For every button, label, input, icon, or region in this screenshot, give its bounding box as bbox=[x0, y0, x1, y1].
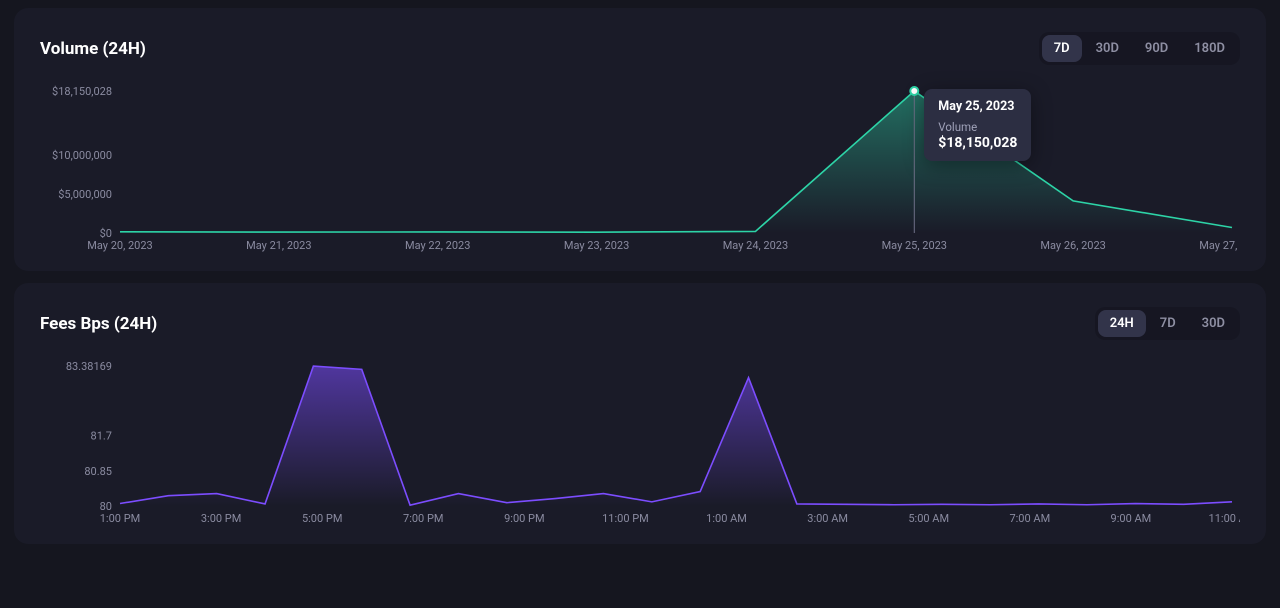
fees-panel: Fees Bps (24H) 24H7D30D 8080.8581.783.38… bbox=[14, 283, 1266, 544]
svg-text:3:00 PM: 3:00 PM bbox=[201, 512, 241, 525]
svg-text:83.38169: 83.38169 bbox=[66, 360, 112, 373]
svg-text:May 24, 2023: May 24, 2023 bbox=[723, 239, 788, 252]
volume-chart-wrap: $0$5,000,000$10,000,000$18,150,028May 20… bbox=[40, 83, 1240, 253]
svg-text:7:00 AM: 7:00 AM bbox=[1009, 512, 1050, 525]
range-7d[interactable]: 7D bbox=[1148, 310, 1188, 337]
fees-range-selector: 24H7D30D bbox=[1095, 307, 1240, 340]
range-24h[interactable]: 24H bbox=[1098, 310, 1146, 337]
svg-text:May 22, 2023: May 22, 2023 bbox=[405, 239, 470, 252]
svg-text:May 25, 2023: May 25, 2023 bbox=[882, 239, 947, 252]
svg-text:11:00 AM: 11:00 AM bbox=[1209, 512, 1240, 525]
svg-text:81.7: 81.7 bbox=[91, 430, 112, 443]
svg-text:5:00 PM: 5:00 PM bbox=[302, 512, 342, 525]
svg-text:$10,000,000: $10,000,000 bbox=[52, 149, 112, 162]
range-30d[interactable]: 30D bbox=[1084, 35, 1131, 62]
fees-chart-svg: 8080.8581.783.381691:00 PM3:00 PM5:00 PM… bbox=[40, 358, 1240, 526]
volume-panel: Volume (24H) 7D30D90D180D $0$5,000,000$1… bbox=[14, 8, 1266, 271]
svg-text:May 20, 2023: May 20, 2023 bbox=[87, 239, 152, 252]
range-180d[interactable]: 180D bbox=[1182, 35, 1237, 62]
svg-text:5:00 AM: 5:00 AM bbox=[908, 512, 949, 525]
range-7d[interactable]: 7D bbox=[1042, 35, 1082, 62]
volume-range-selector: 7D30D90D180D bbox=[1039, 32, 1240, 65]
fees-title: Fees Bps (24H) bbox=[40, 314, 157, 334]
svg-text:$5,000,000: $5,000,000 bbox=[58, 188, 112, 201]
range-30d[interactable]: 30D bbox=[1190, 310, 1237, 337]
fees-header: Fees Bps (24H) 24H7D30D bbox=[40, 307, 1240, 340]
fees-chart-wrap: 8080.8581.783.381691:00 PM3:00 PM5:00 PM… bbox=[40, 358, 1240, 526]
svg-text:9:00 AM: 9:00 AM bbox=[1111, 512, 1152, 525]
svg-text:9:00 PM: 9:00 PM bbox=[504, 512, 544, 525]
svg-text:May 21, 2023: May 21, 2023 bbox=[246, 239, 311, 252]
svg-text:1:00 PM: 1:00 PM bbox=[100, 512, 140, 525]
volume-header: Volume (24H) 7D30D90D180D bbox=[40, 32, 1240, 65]
svg-text:3:00 AM: 3:00 AM bbox=[807, 512, 848, 525]
svg-text:7:00 PM: 7:00 PM bbox=[403, 512, 443, 525]
volume-chart-svg: $0$5,000,000$10,000,000$18,150,028May 20… bbox=[40, 83, 1240, 253]
svg-text:1:00 AM: 1:00 AM bbox=[706, 512, 747, 525]
svg-text:$18,150,028: $18,150,028 bbox=[52, 85, 112, 98]
svg-text:May 23, 2023: May 23, 2023 bbox=[564, 239, 629, 252]
svg-text:80.85: 80.85 bbox=[84, 465, 112, 478]
volume-title: Volume (24H) bbox=[40, 39, 146, 59]
svg-text:11:00 PM: 11:00 PM bbox=[602, 512, 649, 525]
svg-text:May 26, 2023: May 26, 2023 bbox=[1040, 239, 1105, 252]
svg-text:May 27, 2023: May 27, 2023 bbox=[1199, 239, 1240, 252]
range-90d[interactable]: 90D bbox=[1133, 35, 1180, 62]
